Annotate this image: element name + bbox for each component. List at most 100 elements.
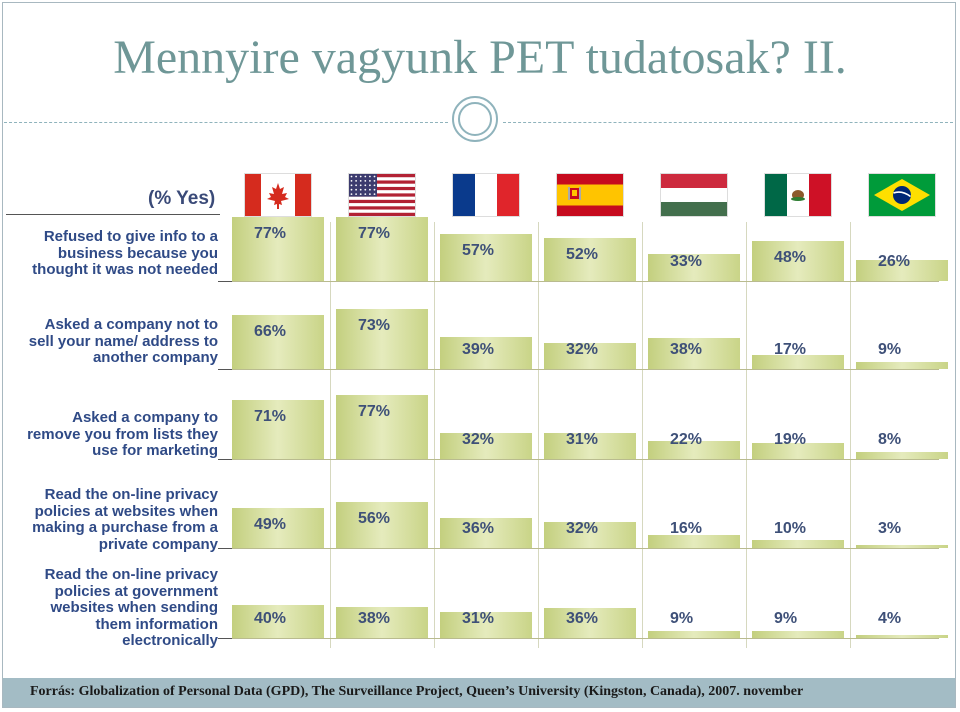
data-label: 8% xyxy=(878,431,902,448)
data-label: 9% xyxy=(670,610,694,627)
baseline xyxy=(231,281,939,282)
data-label: 36% xyxy=(566,610,599,627)
bar xyxy=(440,612,532,638)
bar xyxy=(648,630,740,638)
question-divider xyxy=(218,369,232,370)
bar xyxy=(648,534,740,548)
baseline xyxy=(231,548,939,549)
bar xyxy=(752,241,844,281)
bar xyxy=(752,443,844,459)
data-label: 17% xyxy=(774,341,807,358)
bar xyxy=(856,452,948,459)
data-label: 3% xyxy=(878,520,902,537)
question-divider xyxy=(218,548,232,549)
bar xyxy=(544,608,636,638)
question-divider xyxy=(218,281,232,282)
bar xyxy=(232,605,324,638)
bar xyxy=(752,539,844,548)
canada-flag-icon xyxy=(245,174,311,216)
data-label: 56% xyxy=(358,509,391,527)
bar xyxy=(440,336,532,369)
hungary-flag-icon xyxy=(661,174,727,216)
data-label: 32% xyxy=(566,341,599,358)
bar xyxy=(336,395,428,459)
question-divider xyxy=(218,638,232,639)
data-label: 38% xyxy=(670,341,703,358)
data-label: 33% xyxy=(670,253,703,270)
data-label: 36% xyxy=(462,520,495,537)
bar xyxy=(232,507,324,548)
bar xyxy=(232,400,324,459)
data-label: 73% xyxy=(358,316,391,334)
data-label: 71% xyxy=(254,408,287,426)
data-label: 9% xyxy=(774,610,798,627)
baseline xyxy=(231,369,939,370)
question-label: Refused to give info to a business becaus… xyxy=(32,228,218,278)
source-note: Forrás: Globalization of Personal Data (… xyxy=(30,684,804,699)
bar xyxy=(856,545,948,548)
column-gridline xyxy=(538,222,539,648)
bar xyxy=(232,314,324,369)
data-label: 52% xyxy=(566,246,599,264)
question-label: Read the on-line privacy policies at gove… xyxy=(44,566,218,649)
question-label: Asked a company not to sell your name/ ad… xyxy=(28,316,218,366)
bar xyxy=(856,259,948,281)
bar xyxy=(544,342,636,369)
spain-flag-icon xyxy=(557,174,623,216)
brazil-flag-icon xyxy=(869,174,935,216)
bar xyxy=(856,361,948,369)
data-label: 9% xyxy=(878,341,902,358)
data-label: 77% xyxy=(254,225,287,243)
data-label: 77% xyxy=(358,225,391,243)
data-label: 22% xyxy=(670,431,703,448)
unit-underline xyxy=(6,214,220,215)
question-label: Read the on-line privacy policies at webs… xyxy=(32,486,218,553)
data-label: 31% xyxy=(462,610,495,627)
data-label: 57% xyxy=(462,241,495,259)
data-label: 26% xyxy=(878,253,911,270)
column-gridline xyxy=(330,222,331,648)
title-divider-right xyxy=(503,122,953,123)
ring-ornament-icon xyxy=(452,96,498,142)
data-label: 10% xyxy=(774,520,807,537)
question-divider xyxy=(218,459,232,460)
data-label: 32% xyxy=(462,431,495,448)
bar xyxy=(544,433,636,459)
data-label: 66% xyxy=(254,322,287,340)
footer-bar: Forrás: Globalization of Personal Data (… xyxy=(3,678,955,707)
data-label: 19% xyxy=(774,431,807,448)
baseline xyxy=(231,459,939,460)
bar xyxy=(648,253,740,281)
bar xyxy=(336,217,428,281)
bar xyxy=(232,217,324,281)
bar xyxy=(752,630,844,638)
bar xyxy=(648,440,740,459)
bar xyxy=(336,308,428,369)
bar xyxy=(440,233,532,281)
france-flag-icon xyxy=(453,174,519,216)
bar xyxy=(336,606,428,638)
title-divider-left xyxy=(4,122,448,123)
unit-label: (% Yes) xyxy=(148,188,216,209)
mexico-flag-icon xyxy=(765,174,831,216)
bar xyxy=(544,238,636,281)
data-label: 77% xyxy=(358,403,391,421)
bar xyxy=(856,634,948,638)
question-label: Asked a company to remove you from lists … xyxy=(27,409,218,459)
baseline xyxy=(231,638,939,639)
bar xyxy=(440,432,532,459)
bar xyxy=(544,521,636,548)
column-gridline xyxy=(746,222,747,648)
data-label: 31% xyxy=(566,431,599,448)
data-label: 49% xyxy=(254,515,287,533)
data-label: 16% xyxy=(670,520,703,537)
bar xyxy=(752,354,844,369)
bar xyxy=(648,337,740,369)
column-gridline xyxy=(434,222,435,648)
data-label: 40% xyxy=(254,610,287,627)
bar xyxy=(440,518,532,548)
data-label: 48% xyxy=(774,249,807,267)
slide-title: Mennyire vagyunk PET tudatosak? II. xyxy=(113,31,847,84)
column-gridline xyxy=(850,222,851,648)
